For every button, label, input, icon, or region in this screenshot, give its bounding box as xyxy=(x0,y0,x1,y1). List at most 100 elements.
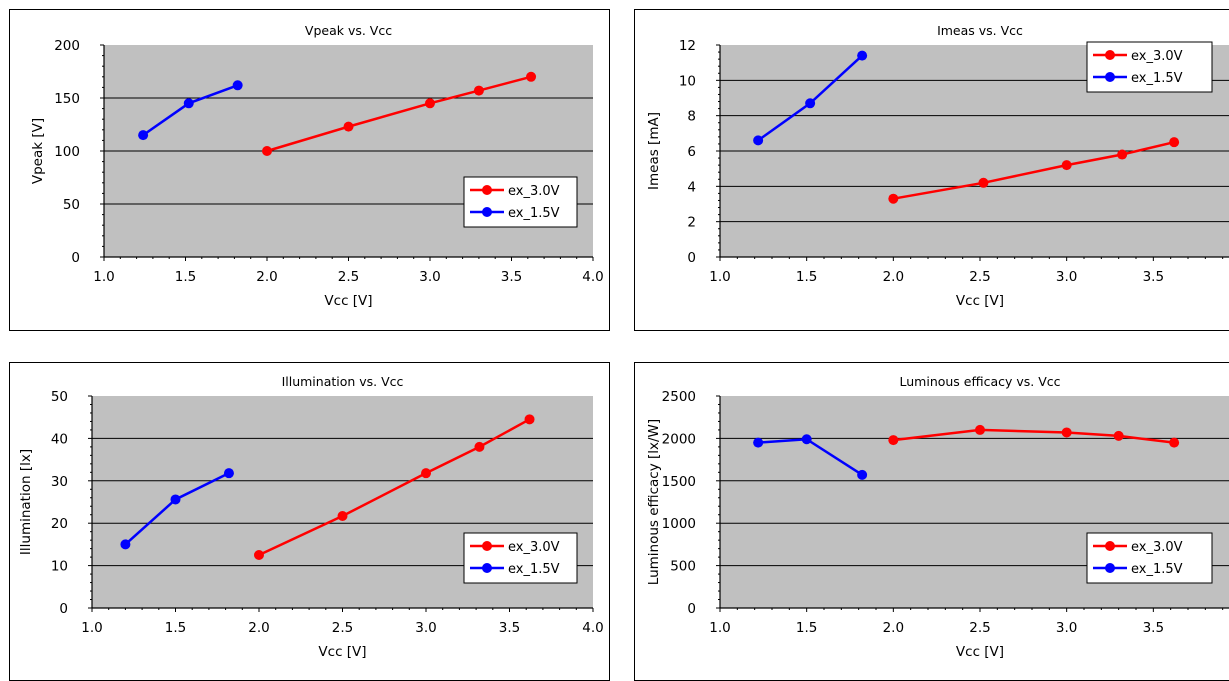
x-tick-label: 3.5 xyxy=(499,620,520,636)
data-point xyxy=(753,135,764,146)
x-tick-label: 2.0 xyxy=(883,620,904,636)
legend-marker xyxy=(1105,563,1115,573)
x-tick-label: 1.0 xyxy=(709,620,730,636)
y-axis-label: Imeas [mA] xyxy=(646,112,662,190)
chart-title: Imeas vs. Vcc xyxy=(937,23,1023,38)
chart-title: Illumination vs. Vcc xyxy=(282,374,404,389)
data-point xyxy=(223,468,234,479)
data-point xyxy=(975,424,985,435)
x-tick-label: 4.0 xyxy=(582,620,603,636)
legend-marker xyxy=(482,185,492,195)
x-tick-label: 2.5 xyxy=(332,620,353,636)
data-point xyxy=(888,435,899,446)
data-point xyxy=(524,414,535,425)
legend-label: ex_3.0V xyxy=(508,184,560,199)
y-tick-label: 6 xyxy=(687,144,696,160)
x-axis-label: Vcc [V] xyxy=(324,293,372,309)
y-tick-label: 30 xyxy=(51,474,68,490)
legend-box xyxy=(1086,41,1213,93)
chart-svg: 050010001500200025001.01.52.02.53.03.54.… xyxy=(646,374,1229,660)
legend-label: ex_3.0V xyxy=(1131,49,1183,64)
data-point xyxy=(805,98,816,109)
y-tick-label: 0 xyxy=(71,250,80,266)
chart-svg: 0 50 100 150 200 1.0 1.5 2.0 2.5 3.0 3.5 4.0 Vpeak v… xyxy=(30,23,604,309)
legend-box xyxy=(463,532,578,584)
y-tick-label: 8 xyxy=(687,109,696,125)
x-tick-label: 3.0 xyxy=(415,620,436,636)
x-tick-label: 1.5 xyxy=(796,269,817,285)
y-tick-label: 500 xyxy=(670,559,696,575)
chart-svg: 0 10 20 30 40 50 1.0 1.5 2.0 2.5 3.0 3.5 4.0 Illumina… xyxy=(18,374,604,660)
legend-label: ex_1.5V xyxy=(1131,562,1183,577)
legend-box xyxy=(463,176,578,228)
chart-layer: 0 10 20 30 40 50 1.0 1.5 2.0 2.5 3.0 3.5 4.0 Illumina… xyxy=(18,374,604,660)
x-tick-label: 1.5 xyxy=(165,620,186,636)
y-tick-label: 0 xyxy=(59,601,68,617)
y-tick-label: 2500 xyxy=(662,389,696,405)
legend: ex_3.0V ex_1.5V xyxy=(1086,532,1213,584)
chart-title: Luminous efficacy vs. Vcc xyxy=(900,374,1061,389)
x-axis-label: Vcc [V] xyxy=(956,644,1004,660)
x-tick-label: 3.5 xyxy=(501,269,522,285)
y-tick-label: 0 xyxy=(687,250,696,266)
data-point xyxy=(1061,160,1072,171)
legend-marker xyxy=(482,207,492,217)
legend-marker xyxy=(1105,50,1115,60)
legend: ex_3.0V ex_1.5V xyxy=(463,176,578,228)
legend-label: ex_3.0V xyxy=(1131,540,1183,555)
data-point xyxy=(801,434,812,445)
x-tick-label: 1.5 xyxy=(796,620,817,636)
x-tick-label: 2.0 xyxy=(883,269,904,285)
x-tick-label: 2.0 xyxy=(256,269,277,285)
legend-label: ex_1.5V xyxy=(1131,71,1183,86)
y-tick-label: 150 xyxy=(54,91,80,107)
data-point xyxy=(474,441,485,452)
data-point xyxy=(1117,149,1128,160)
y-tick-label: 40 xyxy=(51,431,68,447)
data-point xyxy=(425,98,435,109)
y-tick-label: 0 xyxy=(687,601,696,617)
y-tick-label: 100 xyxy=(54,144,80,160)
data-point xyxy=(254,550,264,560)
x-tick-label: 3.0 xyxy=(1056,620,1077,636)
y-tick-label: 2000 xyxy=(662,431,696,447)
legend-marker xyxy=(1105,541,1115,551)
x-tick-label: 2.5 xyxy=(969,620,990,636)
x-axis-label: Vcc [V] xyxy=(318,644,366,660)
chart-layer: 0 50 100 150 200 1.0 1.5 2.0 2.5 3.0 3.5 4.0 Vpeak v… xyxy=(30,23,604,309)
data-point xyxy=(337,510,348,521)
data-point xyxy=(120,539,131,550)
y-tick-label: 50 xyxy=(51,389,68,405)
data-point xyxy=(1169,137,1180,148)
data-point xyxy=(857,469,868,480)
x-tick-label: 1.0 xyxy=(709,269,730,285)
y-tick-label: 1000 xyxy=(662,516,696,532)
x-tick-label: 2.5 xyxy=(969,269,990,285)
y-axis-label: Vpeak [V] xyxy=(30,118,46,184)
legend-marker xyxy=(482,541,492,551)
x-tick-label: 4.0 xyxy=(582,269,603,285)
legend-label: ex_3.0V xyxy=(508,540,560,555)
data-point xyxy=(262,146,272,156)
data-point xyxy=(978,177,989,188)
y-tick-label: 10 xyxy=(679,73,696,89)
data-point xyxy=(1113,430,1124,441)
x-tick-label: 2.0 xyxy=(248,620,269,636)
y-tick-label: 12 xyxy=(679,38,696,54)
x-tick-label: 2.5 xyxy=(338,269,359,285)
data-point xyxy=(232,80,243,91)
chart-4: 050010001500200025001.01.52.02.53.03.54.… xyxy=(634,362,1229,681)
chart-3: 0 10 20 30 40 50 1.0 1.5 2.0 2.5 3.0 3.5 4.0 Illumina… xyxy=(9,362,610,681)
legend-marker xyxy=(1105,72,1115,82)
data-point xyxy=(753,437,764,448)
x-tick-label: 3.5 xyxy=(1143,269,1164,285)
x-tick-label: 3.0 xyxy=(1056,269,1077,285)
data-point xyxy=(138,130,149,141)
y-axis-label: Luminous efficacy [lx/W] xyxy=(646,419,662,585)
data-point xyxy=(526,71,537,82)
chart-1: 0 50 100 150 200 1.0 1.5 2.0 2.5 3.0 3.5 4.0 Vpeak v… xyxy=(9,9,610,331)
data-point xyxy=(170,494,181,505)
x-tick-label: 3.5 xyxy=(1143,620,1164,636)
legend-label: ex_1.5V xyxy=(508,562,560,577)
